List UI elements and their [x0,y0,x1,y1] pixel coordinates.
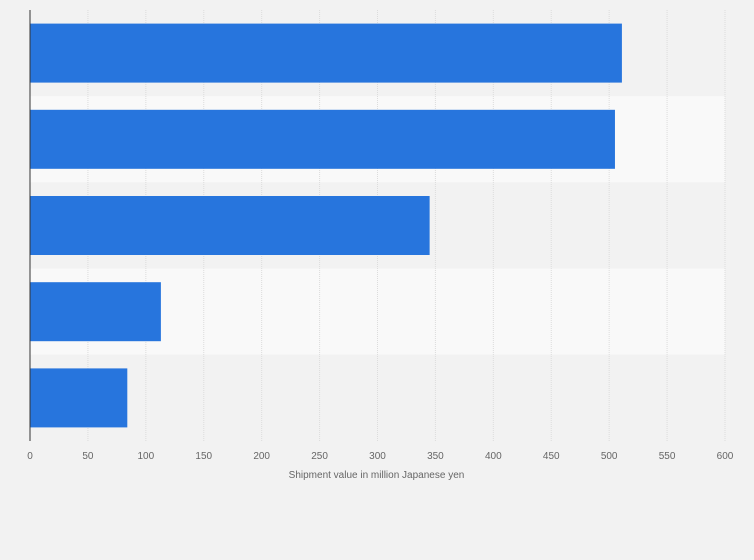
x-tick-label: 300 [369,451,386,462]
x-tick-label: 100 [137,451,154,462]
x-tick-label: 400 [485,451,502,462]
bar[interactable] [30,23,622,83]
x-tick-label: 500 [601,451,618,462]
x-tick-label: 350 [427,451,444,462]
bar[interactable] [30,196,430,255]
x-tick-label: 550 [659,451,676,462]
x-tick-label: 150 [195,451,212,462]
bar[interactable] [30,109,615,169]
bar[interactable] [30,368,128,428]
bars [30,23,622,428]
x-tick-label: 50 [82,451,94,462]
x-tick-label: 0 [27,451,33,462]
x-axis-title: Shipment value in million Japanese yen [289,470,465,481]
x-axis-ticks: 0 50 100 150 200 250 300 350 400 450 500 550 600 [27,451,734,462]
x-tick-label: 250 [311,451,328,462]
x-tick-label: 200 [253,451,270,462]
bar[interactable] [30,282,161,342]
x-tick-label: 600 [717,451,734,462]
x-tick-label: 450 [543,451,560,462]
